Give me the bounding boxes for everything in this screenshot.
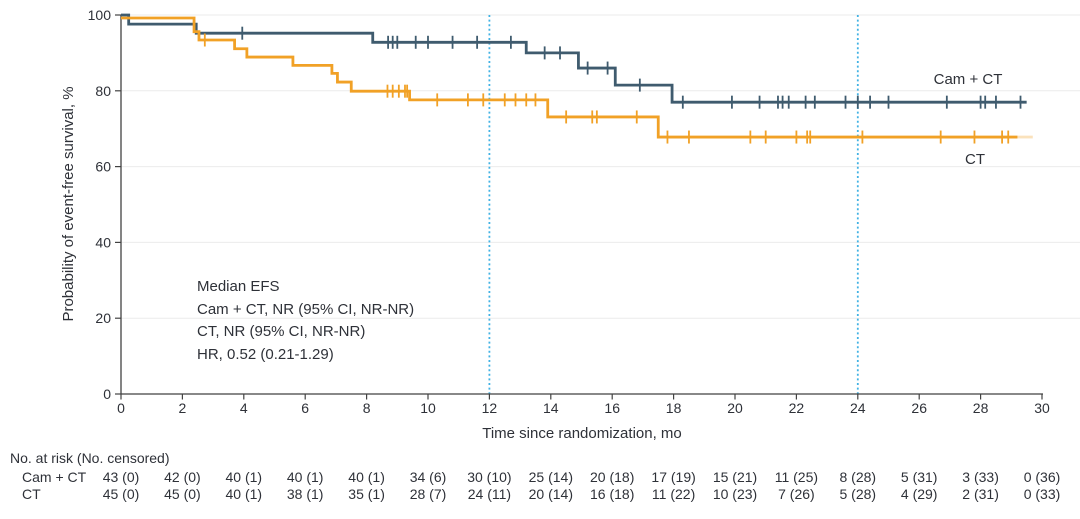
- x-tick-label: 22: [789, 400, 805, 416]
- series-label-cam-ct: Cam + CT: [934, 71, 1003, 88]
- y-tick-label: 100: [88, 7, 112, 23]
- risk-cell: 3 (33): [962, 469, 999, 485]
- risk-cell: 25 (14): [528, 469, 573, 485]
- x-tick-label: 4: [240, 400, 248, 416]
- risk-cell: 4 (29): [900, 486, 938, 502]
- censor-marks: [203, 26, 1022, 144]
- x-tick-label: 10: [420, 400, 436, 416]
- gridlines: [121, 14, 1080, 319]
- y-axis-label: Probability of event-free survival, %: [60, 86, 77, 321]
- annotation-line: CT, NR (95% CI, NR-NR): [197, 323, 366, 341]
- median-efs-annotation: Median EFS Cam + CT, NR (95% CI, NR-NR) CT…: [197, 276, 414, 366]
- risk-cell: 42 (0): [164, 469, 201, 485]
- risk-row-label: Cam + CT: [22, 469, 87, 485]
- axes: [115, 14, 1043, 400]
- km-chart: 0 2 4 6 8 10 12 14 16 18 20 22 24 26 28 30020406080100 …: [60, 7, 1080, 442]
- annotation-line: Median EFS: [197, 278, 280, 295]
- annotation-line: HR, 0.52 (0.21-1.29): [197, 345, 334, 363]
- risk-cell: 5 (31): [900, 469, 938, 485]
- risk-cell: 38 (1): [286, 486, 324, 502]
- y-tick-label: 40: [95, 234, 111, 250]
- annotation-line: Cam + CT, NR (95% CI, NR-NR): [197, 300, 415, 318]
- curve-cam-ct: [121, 13, 1027, 104]
- risk-cell: 20 (18): [590, 469, 635, 485]
- risk-cell: 35 (1): [348, 486, 385, 502]
- survival-curves: [121, 13, 1033, 139]
- risk-cell: 45 (0): [102, 486, 140, 502]
- risk-cell: 30 (10): [467, 469, 512, 485]
- x-tick-label: 14: [543, 400, 559, 416]
- x-tick-label: 8: [363, 400, 371, 416]
- risk-cell: 20 (14): [528, 486, 573, 502]
- risk-cell: 40 (1): [348, 469, 385, 485]
- x-tick-label: 20: [727, 400, 743, 416]
- y-tick-label: 80: [95, 83, 111, 99]
- x-tick-label: 30: [1034, 400, 1050, 416]
- risk-cell: 24 (11): [467, 486, 512, 502]
- x-tick-label: 26: [911, 400, 927, 416]
- reference-lines: [488, 15, 859, 394]
- risk-cell: 40 (1): [225, 486, 263, 502]
- x-tick-label: 0: [117, 400, 125, 416]
- risk-cell: 10 (23): [712, 486, 758, 502]
- risk-cell: 11 (22): [651, 486, 696, 502]
- risk-cell: 45 (0): [164, 486, 201, 502]
- y-tick-label: 20: [95, 310, 111, 326]
- x-tick-label: 18: [666, 400, 682, 416]
- risk-cell: 34 (6): [409, 469, 447, 485]
- risk-table-title: No. at risk (No. censored): [10, 450, 170, 466]
- risk-cell: 17 (19): [651, 469, 696, 485]
- risk-row-label: CT: [22, 486, 41, 502]
- risk-cell: 16 (18): [590, 486, 635, 502]
- x-tick-label: 2: [179, 400, 187, 416]
- risk-cell: 8 (28): [839, 469, 877, 485]
- y-tick-label: 60: [95, 159, 111, 175]
- series-label-ct: CT: [965, 151, 985, 168]
- risk-cell: 2 (31): [962, 486, 999, 502]
- risk-cell: 7 (26): [778, 486, 815, 502]
- x-tick-label: 6: [301, 400, 309, 416]
- x-tick-label: 28: [973, 400, 989, 416]
- risk-cell: 0 (33): [1023, 486, 1061, 502]
- risk-cell: 28 (7): [409, 486, 447, 502]
- y-tick-label: 0: [103, 386, 111, 402]
- risk-cell: 40 (1): [225, 469, 263, 485]
- x-tick-label: 16: [604, 400, 620, 416]
- risk-cell: 40 (1): [286, 469, 324, 485]
- x-tick-label: 24: [850, 400, 866, 416]
- risk-cell: 5 (28): [839, 486, 877, 502]
- x-axis-label: Time since randomization, mo: [482, 425, 682, 442]
- x-tick-label: 12: [482, 400, 498, 416]
- curve-ct: [121, 16, 1018, 139]
- risk-cell: 11 (25): [774, 469, 819, 485]
- risk-cell: 15 (21): [712, 469, 758, 485]
- risk-cell: 43 (0): [102, 469, 140, 485]
- risk-cell: 0 (36): [1023, 469, 1061, 485]
